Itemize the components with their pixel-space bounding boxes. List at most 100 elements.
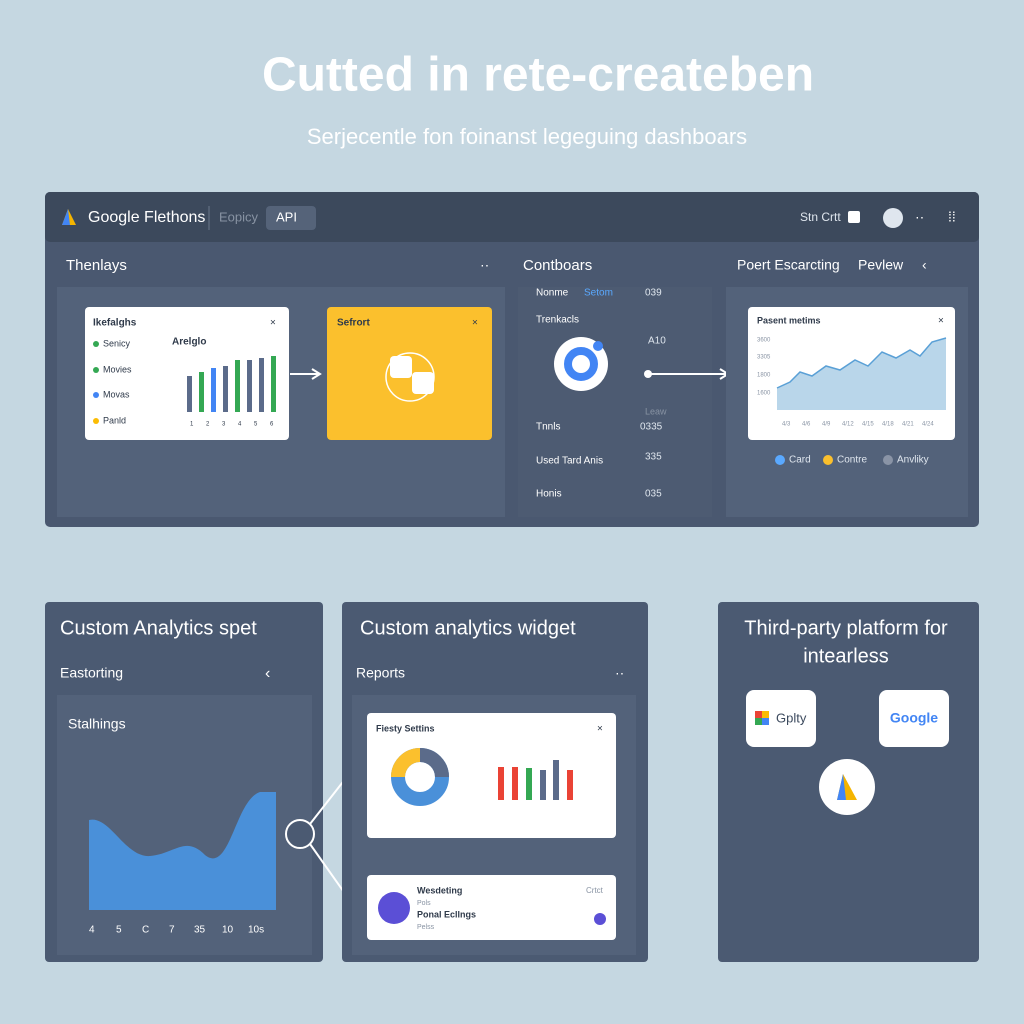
list-item[interactable] [367, 875, 616, 940]
legend-label: Panld [103, 415, 126, 425]
x-label: 4 [89, 925, 95, 936]
prev[interactable]: ‹ [265, 665, 270, 682]
legend-label: Card [789, 455, 811, 466]
icon[interactable] [848, 211, 860, 223]
panel-title: Custom analytics widget [360, 617, 576, 639]
close[interactable]: × [472, 318, 478, 329]
api-button[interactable] [266, 206, 316, 230]
shape [526, 768, 532, 800]
avatar[interactable] [883, 208, 903, 228]
legend-label: Contre [837, 455, 867, 466]
logo-mark [762, 711, 769, 718]
item-title: Wesdeting [417, 885, 462, 895]
x-label: 10s [248, 925, 264, 936]
row-label: Nonme [536, 288, 569, 299]
shape [247, 360, 252, 412]
x-label: 4 [238, 422, 242, 428]
shape [498, 767, 504, 800]
area [89, 792, 276, 910]
row-value: A10 [648, 336, 666, 347]
action[interactable]: Pevlew [858, 257, 904, 273]
shape [199, 372, 204, 412]
item-icon [378, 892, 410, 924]
shape [553, 760, 559, 800]
x-label: 7 [169, 925, 175, 936]
legend-swatch [93, 392, 99, 398]
x-label: 6 [270, 422, 274, 428]
logo-tile[interactable] [879, 690, 949, 747]
legend-swatch [93, 418, 99, 424]
shape [567, 770, 573, 800]
close[interactable]: × [938, 316, 944, 327]
shape [211, 368, 216, 412]
legend-swatch [883, 455, 893, 465]
section-title: Reports [356, 665, 405, 681]
shape [259, 358, 264, 412]
x-label: 1 [190, 422, 194, 428]
legend-swatch [93, 367, 99, 373]
area-line [776, 337, 947, 389]
menu-dots[interactable]: ·· [615, 665, 624, 681]
logo-label: Gplty [776, 710, 807, 725]
x-label: 4/15 [862, 422, 874, 428]
legend-swatch [775, 455, 785, 465]
shape [512, 767, 518, 800]
logo-tile[interactable] [746, 690, 816, 747]
item-line: Pelss [417, 924, 435, 931]
shape [187, 376, 192, 412]
x-label: 4/24 [922, 422, 934, 428]
shape [271, 356, 276, 412]
row-tag: Setom [584, 288, 613, 299]
x-label: 10 [222, 925, 234, 936]
panel-title: Third-party platform for [744, 617, 948, 639]
card-subtitle: Arelglo [172, 337, 206, 348]
tab[interactable]: Eopicy [219, 209, 259, 224]
legend-label: Senicy [103, 338, 131, 348]
row-value: 335 [645, 452, 662, 463]
section-title: Eastorting [60, 665, 123, 681]
donut-bg [554, 337, 608, 391]
legend-label: Anvliky [897, 455, 929, 466]
search[interactable]: Stn Crtt [800, 210, 841, 224]
y-label: 3305 [757, 355, 771, 361]
x-label: 35 [194, 925, 206, 936]
area [777, 338, 946, 410]
x-label: 4/12 [842, 422, 854, 428]
logo-mark [755, 711, 762, 718]
row-label: Used Tard Anis [536, 456, 603, 467]
menu-dots[interactable]: ·· [915, 209, 924, 225]
close[interactable]: × [270, 318, 276, 329]
card-title: Pasent metims [757, 315, 821, 325]
shape [223, 366, 228, 412]
row-label: Tnnls [536, 422, 560, 433]
card-title: Ikefalghs [93, 318, 137, 329]
y-label: 1800 [757, 373, 771, 379]
x-label: 4/3 [782, 422, 791, 428]
logo-mark [762, 718, 769, 725]
highlight-title: Sefrort [337, 318, 370, 329]
logo-mark [837, 774, 846, 800]
row-value: 035 [645, 489, 662, 500]
x-label: 3 [222, 422, 226, 428]
brand: Google Flethons [88, 209, 205, 226]
item-line: Ponal Ecllngs [417, 909, 476, 919]
title: Cutted in rete-createben [262, 49, 814, 102]
icon [412, 372, 434, 394]
connector [285, 819, 315, 849]
menu-dots[interactable]: ·· [480, 257, 489, 273]
x-label: 5 [254, 422, 258, 428]
close[interactable]: × [597, 724, 603, 735]
grid-icon[interactable]: ⁞⁞ [948, 209, 956, 225]
subtitle: Serjecentle fon foinanst legeguing dashb… [307, 124, 747, 149]
legend-swatch [93, 341, 99, 347]
item-action[interactable]: Crtct [586, 886, 604, 895]
row-value: 0335 [640, 422, 663, 433]
donut-dot [593, 341, 603, 351]
row-note: Leaw [645, 406, 667, 416]
x-label: 4/18 [882, 422, 894, 428]
y-label: 1600 [757, 391, 771, 397]
x-label: 4/21 [902, 422, 914, 428]
prev[interactable]: ‹ [922, 257, 927, 273]
